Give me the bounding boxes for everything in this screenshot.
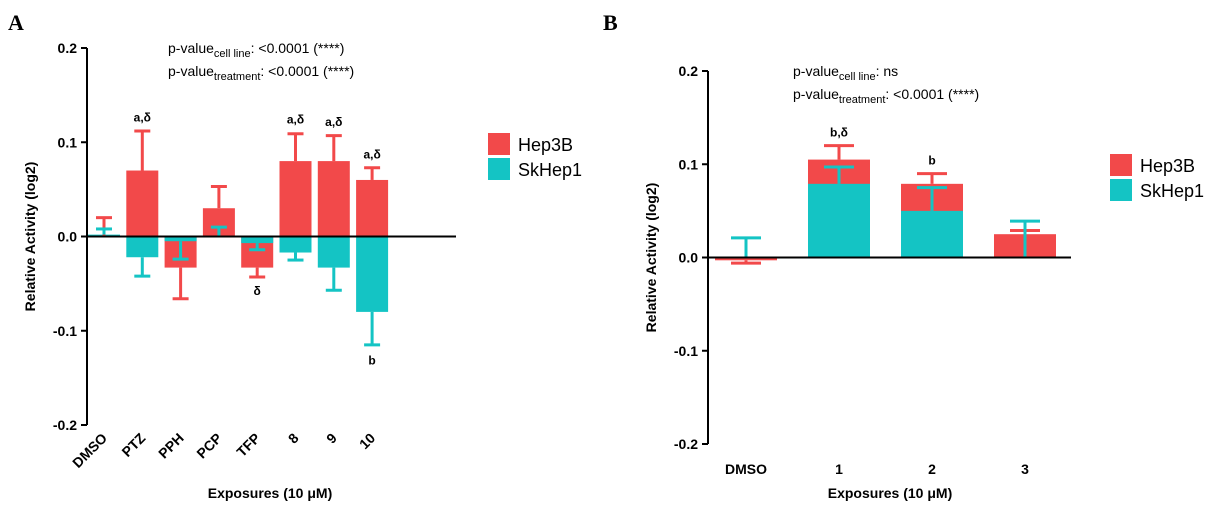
significance-label: b,δ — [830, 125, 848, 139]
legend-label-skhep1: SkHep1 — [518, 160, 582, 180]
y-tick-label: -0.1 — [674, 343, 698, 359]
bar-hep3b-8 — [279, 161, 312, 237]
bar-hep3b-9 — [317, 161, 350, 237]
legend-swatch-hep3b — [488, 133, 510, 155]
bar-hep3b-10 — [356, 179, 389, 237]
x-tick-label: 10 — [356, 430, 378, 452]
x-axis-title: Exposures (10 μM) — [828, 485, 953, 501]
bar-skhep1-10 — [356, 236, 389, 312]
y-tick-label: 0.2 — [58, 40, 78, 56]
p-value-annotation-2: p-valuetreatment: <0.0001 (****) — [168, 63, 354, 83]
p-value-result: : ns — [876, 63, 899, 79]
panel-label-a: A — [8, 10, 24, 35]
significance-label: b — [368, 354, 375, 368]
x-axis-title: Exposures (10 μM) — [208, 485, 333, 501]
significance-label: a,δ — [287, 112, 304, 126]
x-tick-label: 9 — [323, 430, 340, 447]
p-value-result: : <0.0001 (****) — [251, 40, 345, 56]
x-tick-label: 1 — [835, 461, 843, 477]
legend-swatch-hep3b — [1110, 154, 1132, 176]
y-tick-label: 0.1 — [679, 156, 699, 172]
significance-label: a,δ — [134, 111, 151, 125]
significance-label: a,δ — [363, 147, 380, 161]
bar-skhep1-1 — [808, 183, 870, 258]
bar-skhep1-2 — [901, 210, 963, 258]
bar-skhep1-tfp — [241, 236, 274, 244]
p-value-annotation-1: p-valuecell line: <0.0001 (****) — [168, 40, 344, 60]
p-value-subscript: cell line — [214, 48, 251, 60]
bar-skhep1-9 — [317, 236, 350, 268]
p-value-prefix: p-value — [168, 63, 214, 79]
x-tick-label: PCP — [193, 430, 225, 462]
bar-skhep1-8 — [279, 236, 312, 253]
p-value-annotation-1: p-valuecell line: ns — [793, 63, 898, 83]
p-value-annotation-2: p-valuetreatment: <0.0001 (****) — [793, 86, 979, 106]
x-tick-label: PTZ — [118, 429, 148, 459]
y-tick-label: -0.2 — [674, 436, 698, 452]
significance-label: b — [928, 153, 935, 167]
p-value-subscript: treatment — [839, 94, 885, 106]
significance-label: a,δ — [325, 115, 342, 129]
legend-label-hep3b: Hep3B — [518, 135, 573, 155]
x-tick-label: 2 — [928, 461, 936, 477]
panel-label-b: B — [603, 10, 618, 35]
chart-panel-b: 0.2 0.1 0.0 -0.1 -0.2 DMSO 1 2 3 b,δ b Relative Act… — [643, 63, 1204, 501]
y-tick-label: 0.2 — [679, 63, 699, 79]
x-tick-label: PPH — [155, 430, 187, 462]
y-tick-label: 0.0 — [58, 229, 78, 245]
bar-hep3b-ptz — [126, 170, 159, 237]
significance-label: δ — [254, 284, 261, 298]
p-value-result: : <0.0001 (****) — [260, 63, 354, 79]
bar-skhep1-ptz — [126, 236, 159, 258]
legend-label-skhep1: SkHep1 — [1140, 181, 1204, 201]
x-tick-label: TFP — [233, 430, 263, 460]
y-tick-label: -0.2 — [53, 417, 77, 433]
x-tick-label: DMSO — [725, 461, 767, 477]
p-value-subscript: cell line — [839, 71, 876, 83]
p-value-prefix: p-value — [793, 86, 839, 102]
bar-skhep1-pph — [164, 236, 197, 242]
y-tick-label: 0.1 — [58, 134, 78, 150]
legend-swatch-skhep1 — [1110, 179, 1132, 201]
y-tick-label: 0.0 — [679, 250, 699, 266]
x-tick-label: 8 — [285, 430, 302, 447]
p-value-prefix: p-value — [168, 40, 214, 56]
p-value-subscript: treatment — [214, 71, 260, 83]
p-value-result: : <0.0001 (****) — [885, 86, 979, 102]
y-tick-label: -0.1 — [53, 323, 77, 339]
x-tick-label: 3 — [1021, 461, 1029, 477]
y-axis-title: Relative Activity (log2) — [22, 162, 38, 312]
legend-swatch-skhep1 — [488, 158, 510, 180]
p-value-prefix: p-value — [793, 63, 839, 79]
legend-label-hep3b: Hep3B — [1140, 156, 1195, 176]
x-tick-label: DMSO — [69, 430, 110, 471]
bar-hep3b-dmso — [715, 257, 777, 261]
y-axis-title: Relative Activity (log2) — [643, 183, 659, 333]
